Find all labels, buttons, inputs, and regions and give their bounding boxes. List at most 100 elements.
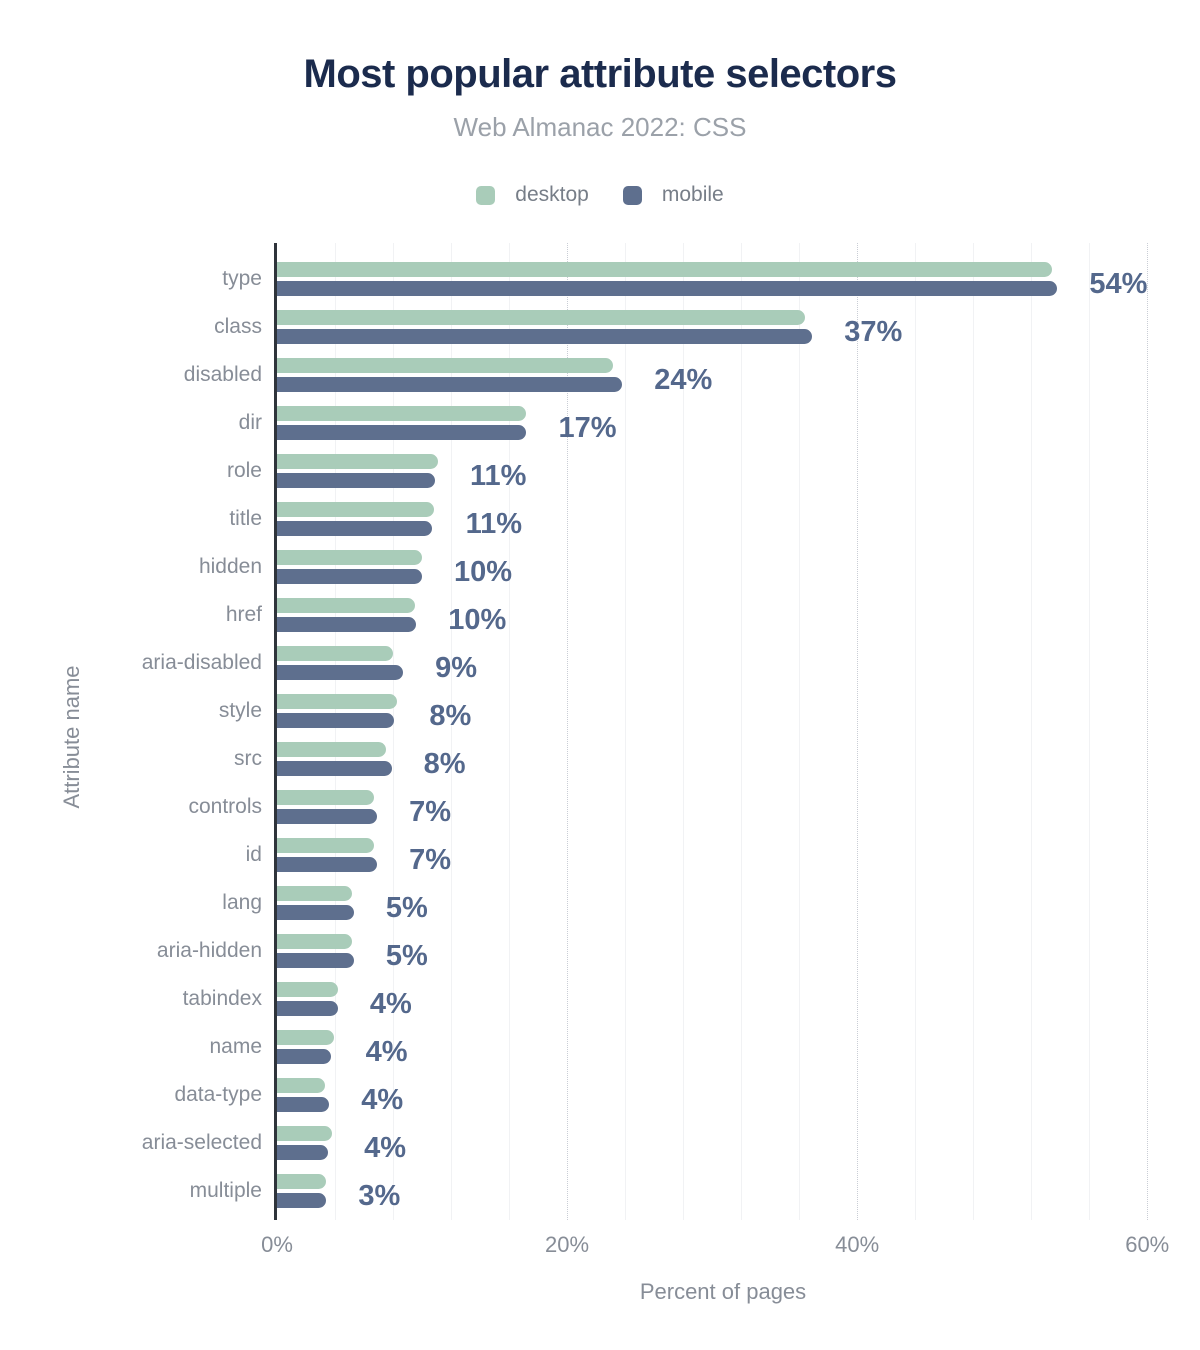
desktop-bar — [277, 694, 398, 709]
category-label: name — [209, 1035, 262, 1058]
value-label: 9% — [435, 652, 478, 684]
minor-gridline — [393, 243, 395, 1220]
category-label: aria-hidden — [156, 939, 262, 962]
major-gridline — [857, 243, 859, 1220]
desktop-bar — [277, 838, 375, 853]
category-label: multiple — [189, 1179, 262, 1202]
minor-gridline — [799, 243, 801, 1220]
minor-gridline — [509, 243, 511, 1220]
chart-title: Most popular attribute selectors — [303, 52, 897, 96]
y-axis-title: Attribute name — [59, 665, 84, 809]
desktop-bar — [277, 886, 353, 901]
desktop-bar — [277, 598, 415, 613]
mobile-bar — [277, 857, 378, 872]
x-tick-label: 60% — [1125, 1232, 1170, 1257]
major-gridline — [567, 243, 569, 1220]
y-axis-line — [274, 243, 277, 1220]
value-label: 54% — [1089, 268, 1148, 300]
category-label: href — [225, 603, 262, 626]
desktop-bar — [277, 1174, 327, 1189]
mobile-bar — [277, 1049, 331, 1064]
x-tick-label: 0% — [261, 1232, 293, 1257]
value-label: 3% — [358, 1180, 401, 1212]
category-label: controls — [188, 795, 262, 818]
desktop-bar — [277, 790, 375, 805]
value-label: 11% — [469, 460, 527, 492]
mobile-bar — [277, 905, 354, 920]
mobile-swatch-icon — [622, 185, 642, 205]
value-label: 7% — [409, 844, 451, 876]
desktop-bar — [277, 454, 438, 469]
desktop-bar — [277, 1126, 333, 1141]
minor-gridline — [1031, 243, 1033, 1220]
chart-subtitle: Web Almanac 2022: CSS — [453, 112, 747, 142]
legend-item-mobile[interactable]: mobile — [622, 183, 724, 207]
mobile-bar — [277, 713, 395, 728]
value-label: 5% — [385, 892, 428, 924]
category-label: class — [214, 315, 262, 338]
category-label: hidden — [198, 555, 262, 578]
desktop-bar — [277, 502, 434, 517]
category-label: dir — [238, 411, 262, 434]
x-tick-label: 20% — [545, 1232, 590, 1257]
value-label: 7% — [409, 796, 451, 828]
desktop-bar — [277, 742, 386, 757]
mobile-bar — [277, 809, 378, 824]
category-label: aria-disabled — [141, 651, 262, 674]
mobile-bar — [277, 329, 813, 344]
minor-gridline — [451, 243, 453, 1220]
category-label: aria-selected — [141, 1131, 262, 1154]
value-label: 24% — [654, 364, 713, 396]
minor-gridline — [625, 243, 627, 1220]
desktop-bar — [277, 934, 353, 949]
mobile-bar — [277, 425, 527, 440]
desktop-bar — [277, 406, 527, 421]
desktop-bar — [277, 646, 394, 661]
mobile-bar — [277, 1145, 328, 1160]
value-label: 8% — [429, 700, 472, 732]
desktop-bar — [277, 310, 805, 325]
plot-area: type 54% class 37% disabled 24% dir 17% role 11% t… — [142, 243, 1169, 1257]
minor-gridline — [683, 243, 685, 1220]
value-label: 4% — [365, 1036, 408, 1068]
desktop-swatch-icon — [476, 185, 496, 205]
value-label: 17% — [558, 412, 617, 444]
minor-gridline — [973, 243, 975, 1220]
category-label: style — [218, 699, 262, 722]
mobile-bar — [277, 521, 433, 536]
value-label: 4% — [369, 988, 412, 1020]
value-label: 37% — [844, 316, 903, 348]
x-axis-title: Percent of pages — [639, 1279, 807, 1304]
category-label: lang — [222, 891, 262, 914]
mobile-bar — [277, 953, 354, 968]
minor-gridline — [335, 243, 337, 1220]
minor-gridline — [915, 243, 917, 1220]
category-label: title — [229, 507, 262, 530]
desktop-bar — [277, 550, 423, 565]
mobile-bar — [277, 281, 1058, 296]
legend: desktop mobile — [0, 183, 1200, 207]
desktop-bar — [277, 358, 614, 373]
value-label: 5% — [385, 940, 428, 972]
mobile-bar — [277, 1097, 330, 1112]
value-label: 4% — [364, 1132, 407, 1164]
mobile-bar — [277, 1001, 338, 1016]
category-label: type — [222, 267, 262, 290]
mobile-bar — [277, 1193, 327, 1208]
legend-item-desktop[interactable]: desktop — [476, 183, 589, 207]
category-label: id — [245, 843, 262, 866]
mobile-bar — [277, 617, 417, 632]
mobile-bar — [277, 761, 392, 776]
mobile-bar — [277, 377, 623, 392]
minor-gridline — [741, 243, 743, 1220]
desktop-bar — [277, 982, 338, 997]
desktop-bar — [277, 262, 1052, 277]
mobile-bar — [277, 473, 436, 488]
category-label: disabled — [183, 363, 262, 386]
x-tick-label: 40% — [835, 1232, 880, 1257]
category-label: src — [234, 747, 262, 770]
category-label: tabindex — [182, 987, 262, 1010]
value-label: 4% — [361, 1084, 404, 1116]
desktop-bar — [277, 1030, 334, 1045]
legend-label: mobile — [661, 183, 724, 206]
